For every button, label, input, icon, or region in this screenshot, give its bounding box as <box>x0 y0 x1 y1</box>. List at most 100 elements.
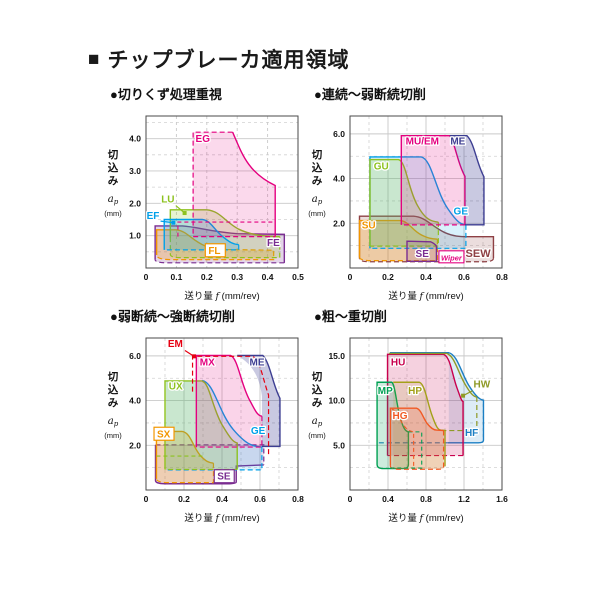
region-label-SEW: SEW <box>466 248 492 260</box>
x-tick-label: 0.2 <box>201 272 213 282</box>
region-border-dashed-MX <box>196 416 263 448</box>
region-border-SEW <box>358 215 495 259</box>
region-label-box <box>204 243 226 258</box>
region-HF <box>448 352 484 443</box>
region-label-GE: GE <box>251 426 266 437</box>
chart-canvas-mount: 0 0.2 0.4 0.6 0.8 2.0 4.0 6.0 EM MX ME UX SX GE SE 切込み a… <box>100 326 318 524</box>
region-label-SX: SX <box>157 429 171 440</box>
x-tick-label: 0 <box>348 494 353 504</box>
x-tick-label: 0.3 <box>231 272 243 282</box>
region-label-GE: GE <box>454 206 469 217</box>
region-border-dashed-HW <box>445 397 478 432</box>
region-label-FL: FL <box>208 246 220 257</box>
region-label-ME: ME <box>250 357 265 368</box>
wiper-badge <box>438 250 465 264</box>
region-border-dashed-FL <box>156 248 275 261</box>
region-FL <box>156 229 274 260</box>
x-axis-label: 送り量 f (mm/rev) <box>388 290 463 302</box>
y-axis-unit: (mm) <box>104 209 122 218</box>
callout-marker <box>171 220 176 225</box>
region-border-GU <box>369 158 439 247</box>
region-border-SU <box>358 219 438 258</box>
x-tick-label: 0.6 <box>254 494 266 504</box>
x-tick-label: 0 <box>144 494 149 504</box>
region-ME <box>449 135 484 225</box>
x-axis-label: 送り量 f (mm/rev) <box>388 512 463 524</box>
y-tick-label: 6.0 <box>129 351 141 361</box>
plot-frame <box>145 115 299 269</box>
plot-frame <box>349 115 503 269</box>
region-ME <box>237 355 280 447</box>
region-border-HW <box>388 352 477 398</box>
page-title: ■ チップブレーカ適用領域 <box>88 44 349 74</box>
region-GE <box>165 380 262 470</box>
region-border-dashed-EF <box>164 244 240 251</box>
y-axis-variable: ap <box>312 416 323 428</box>
chart-chip-control: ●切りくず処理重視 0 0.1 0.2 0.3 0.4 0.5 1.0 2.0 3.0 4.0 EG… <box>100 84 318 302</box>
y-axis-variable: ap <box>108 416 119 428</box>
region-HP <box>393 382 445 469</box>
y-tick-label: 6.0 <box>333 129 345 139</box>
region-border-dashed-FE <box>154 259 285 264</box>
y-axis-label: 込 <box>108 161 119 174</box>
chart-continuous-cutting: ●連続〜弱断続切削 0 0.2 0.4 0.6 0.8 2.0 4.0 6.0 GU MU/EM M… <box>304 84 522 302</box>
region-border-dashed-LU <box>169 236 281 259</box>
region-EG <box>193 132 276 237</box>
region-border-FE <box>154 225 286 263</box>
x-tick-label: 0.4 <box>420 272 432 282</box>
region-border-HG <box>389 407 444 466</box>
y-tick-label: 2.0 <box>129 440 141 450</box>
chart-canvas: 0 0.4 0.8 1.2 1.6 5.0 10.0 15.0 HU MP HP HG HW HF 切込みa… <box>308 337 508 524</box>
region-border-GE <box>369 156 466 249</box>
x-tick-label: 0.8 <box>420 494 432 504</box>
x-tick-label: 0.2 <box>178 494 190 504</box>
y-axis-variable: ap <box>312 194 323 206</box>
page-title-text: チップブレーカ適用領域 <box>107 49 350 72</box>
x-tick-label: 0.6 <box>458 272 470 282</box>
x-tick-label: 0.8 <box>292 494 304 504</box>
y-tick-label: 10.0 <box>328 396 345 406</box>
region-label-box <box>153 426 175 441</box>
region-label-GU: GU <box>374 162 389 173</box>
chart-canvas-mount: 0 0.4 0.8 1.2 1.6 5.0 10.0 15.0 HU MP HP HG HW HF 切込み a… <box>304 326 522 524</box>
y-tick-label: 3.0 <box>129 166 141 176</box>
region-label-SE: SE <box>217 472 231 483</box>
y-axis-unit: (mm) <box>104 431 122 440</box>
region-label-HW: HW <box>474 380 491 391</box>
region-MU/EM <box>401 135 465 225</box>
x-tick-label: 1.6 <box>496 494 508 504</box>
region-MX <box>196 355 262 448</box>
x-tick-label: 0.4 <box>216 494 228 504</box>
region-label-box <box>213 469 235 484</box>
dashed-extension-line <box>388 431 423 469</box>
region-border-EF <box>163 218 239 250</box>
region-border-ME <box>449 134 485 226</box>
region-EF <box>164 219 239 250</box>
region-border-MP <box>376 381 410 470</box>
y-axis-label: 切 <box>108 371 119 383</box>
x-tick-label: 0.5 <box>292 272 304 282</box>
region-border-LU <box>169 209 280 239</box>
chart-canvas: 0 0.2 0.4 0.6 0.8 2.0 4.0 6.0 GU MU/EM ME GE SU SE SEW… <box>308 115 508 302</box>
y-axis-label: 切 <box>108 149 119 161</box>
region-border-SX <box>155 430 214 479</box>
region-border-SE <box>154 444 264 485</box>
region-label-EG: EG <box>196 134 211 145</box>
y-axis-label: 込 <box>312 161 323 174</box>
region-label-FE: FE <box>267 238 280 249</box>
region-GE <box>369 156 466 249</box>
y-axis-label: み <box>108 397 119 409</box>
y-axis-label: み <box>312 175 323 187</box>
region-border-dashed-SU <box>358 239 438 262</box>
label-callout-line <box>160 220 174 224</box>
dashed-extension-line <box>177 221 276 237</box>
chart-subtitle: ●粗〜重切削 <box>314 309 387 324</box>
chart-subtitle: ●弱断続〜強断続切削 <box>110 309 235 324</box>
region-border-HU <box>386 353 464 456</box>
x-axis-label: 送り量 f (mm/rev) <box>184 512 259 524</box>
region-MP <box>377 382 409 469</box>
y-axis-label: 込 <box>312 383 323 396</box>
x-tick-label: 0.1 <box>170 272 182 282</box>
chart-canvas-mount: 0 0.2 0.4 0.6 0.8 2.0 4.0 6.0 GU MU/EM ME GE SU SE SEW… <box>304 104 522 302</box>
